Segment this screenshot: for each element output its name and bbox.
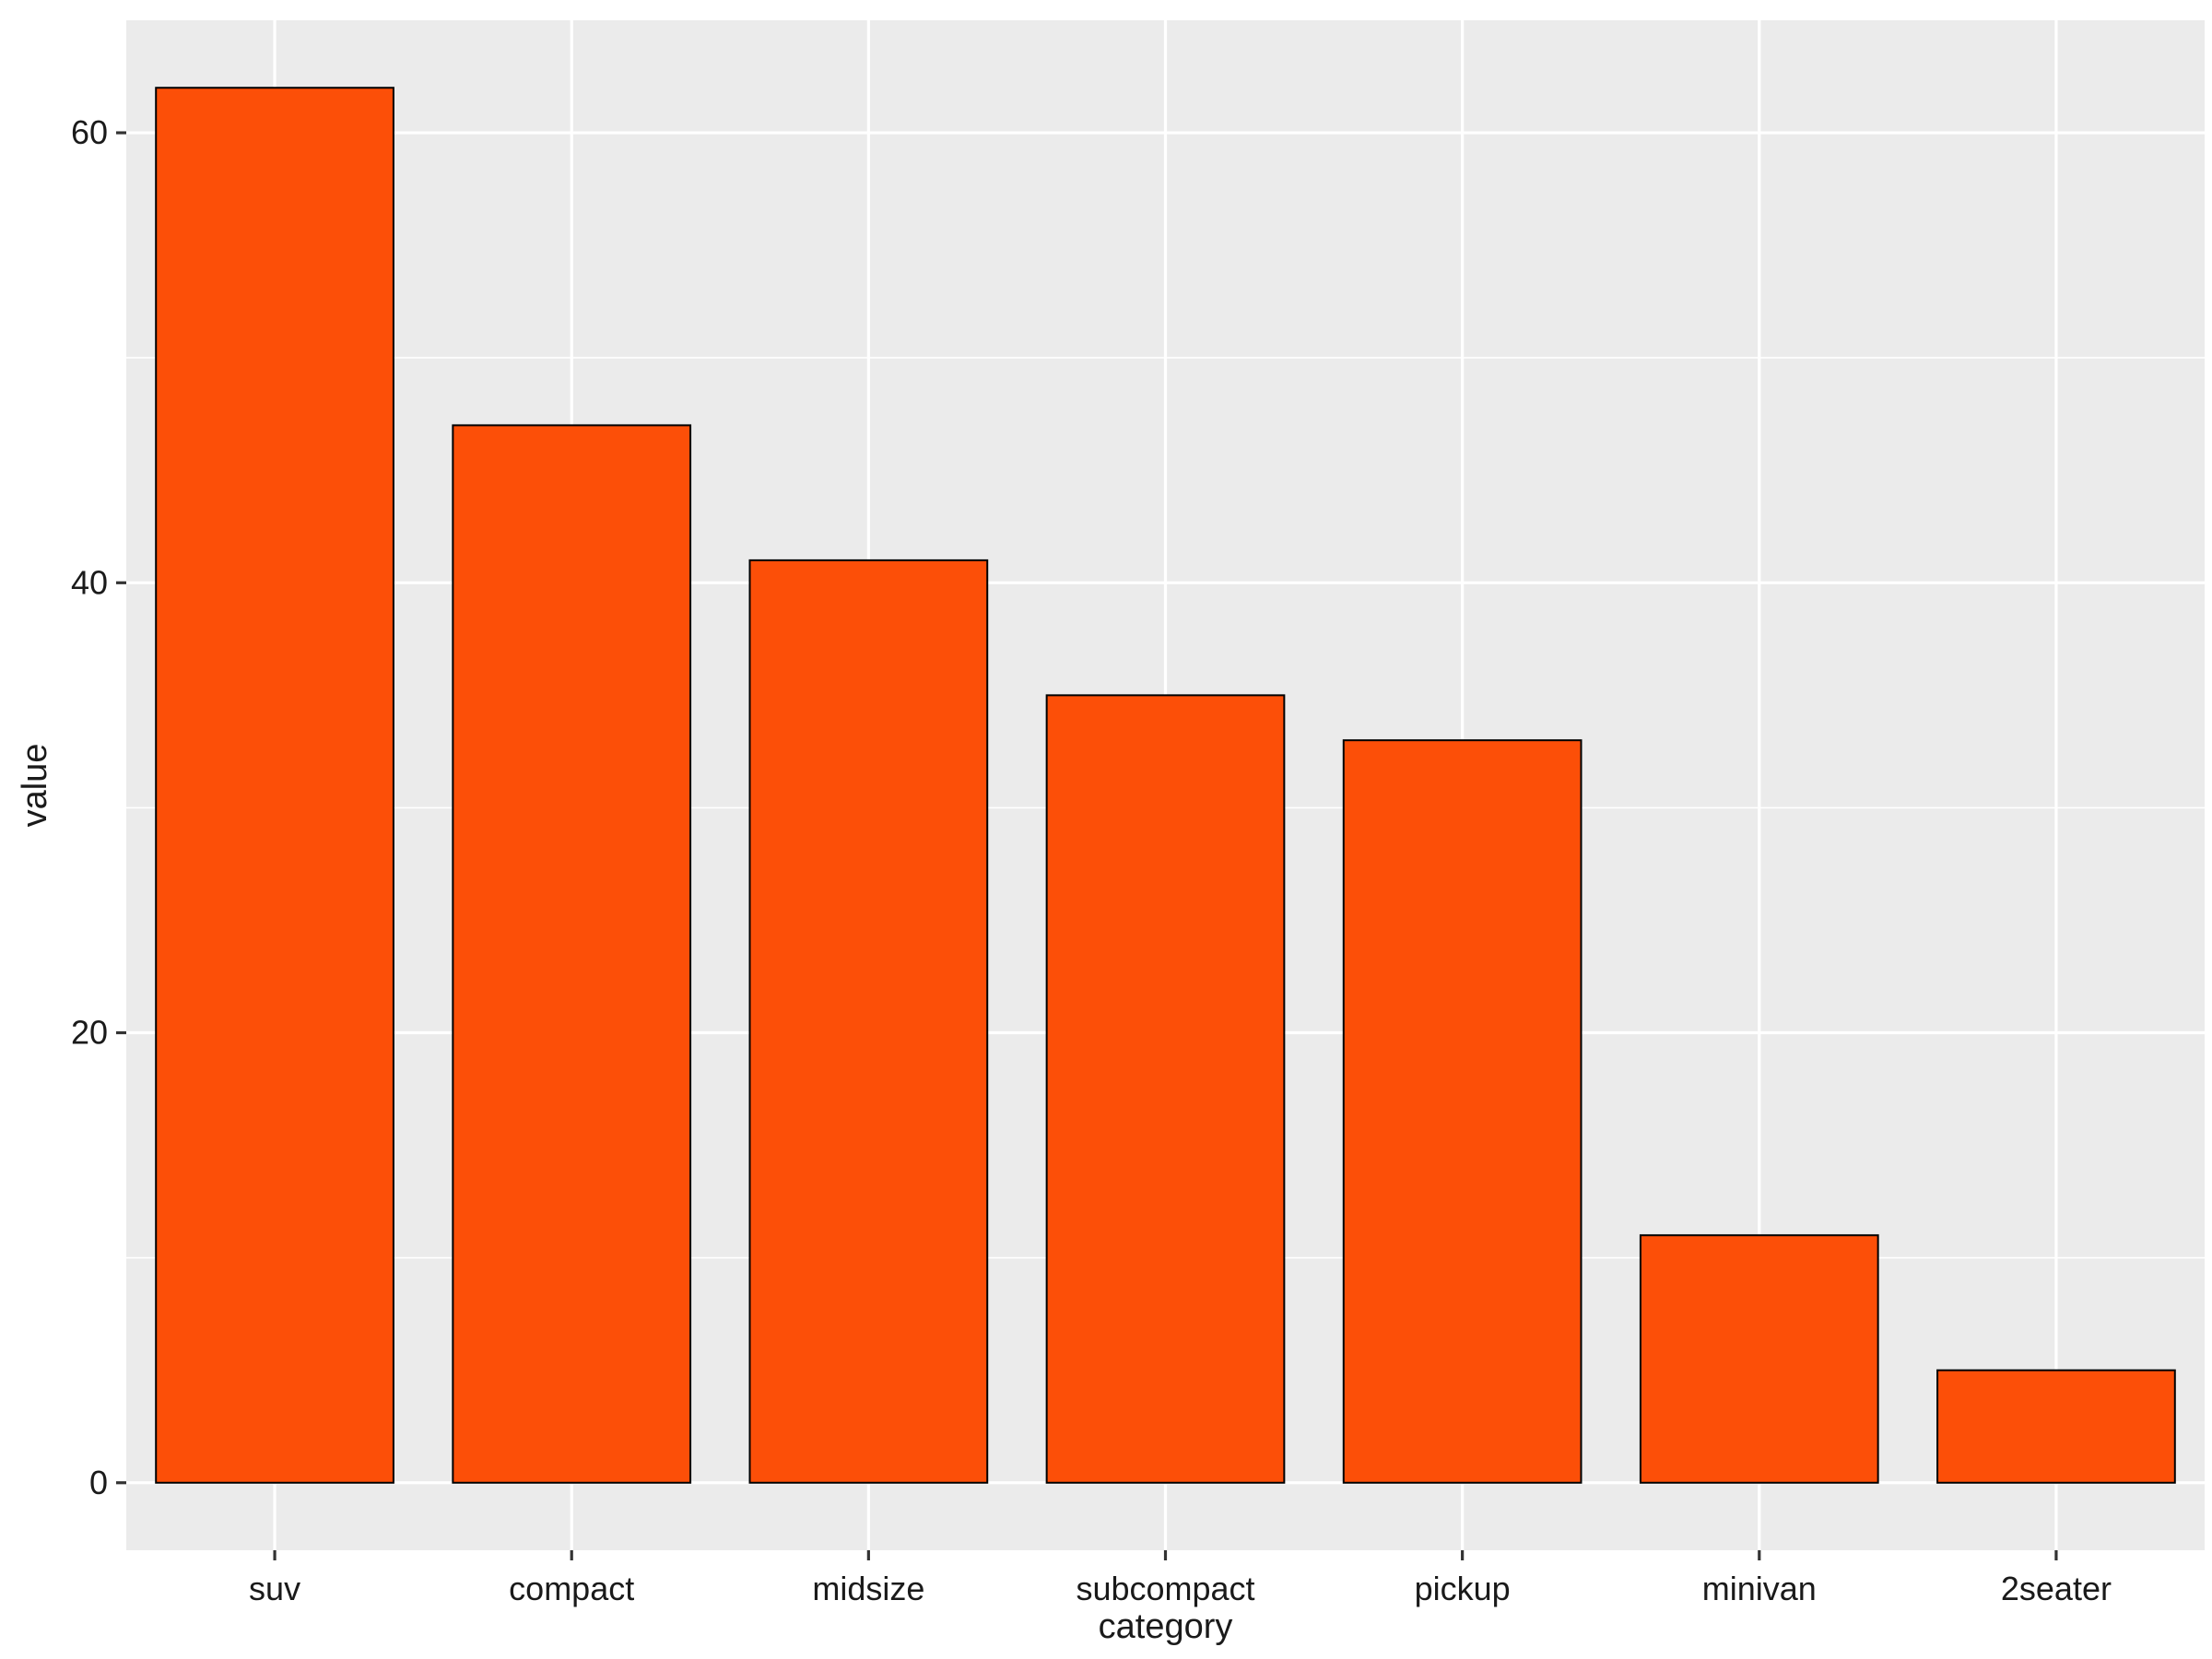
x-tick-label-2seater: 2seater — [2001, 1570, 2112, 1607]
x-axis: suv compact midsize subcompact pickup minivan… — [249, 1550, 2112, 1607]
y-tick-label: 0 — [89, 1464, 108, 1501]
bars — [155, 87, 2176, 1484]
y-tick-label: 20 — [71, 1014, 108, 1052]
bar-pickup — [1342, 739, 1583, 1484]
bar-minivan — [1639, 1234, 1879, 1484]
y-tick-label: 60 — [71, 113, 108, 151]
x-tick-label-subcompact: subcompact — [1076, 1570, 1254, 1607]
y-tick-label: 40 — [71, 563, 108, 601]
x-tick-label-pickup: pickup — [1415, 1570, 1511, 1607]
x-tick-label-compact: compact — [509, 1570, 634, 1607]
bar-subcompact — [1045, 694, 1286, 1484]
bar-2seater — [1936, 1369, 2176, 1484]
y-axis-title: value — [16, 744, 54, 828]
x-tick-label-midsize: midsize — [812, 1570, 924, 1607]
bar-suv — [155, 87, 394, 1484]
x-tick-label-minivan: minivan — [1702, 1570, 1817, 1607]
x-tick-label-suv: suv — [249, 1570, 300, 1607]
bar-compact — [452, 424, 692, 1484]
x-axis-title: category — [1099, 1607, 1233, 1646]
y-axis: 0 20 40 60 — [71, 113, 126, 1501]
bar-midsize — [748, 559, 989, 1484]
